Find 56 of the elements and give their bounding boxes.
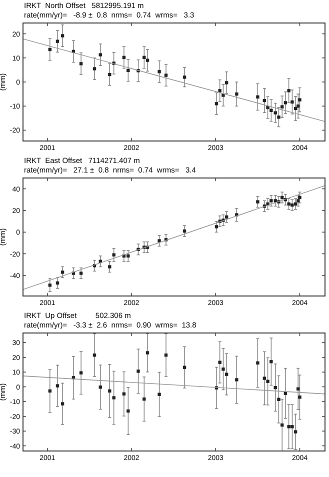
point [256,95,260,99]
point [262,376,266,380]
point [60,270,64,274]
point [290,425,294,428]
point [218,89,222,92]
point [214,225,218,228]
point [218,360,222,364]
point [126,68,130,72]
point [287,89,290,92]
point [222,368,225,371]
point [256,200,260,204]
point [270,360,273,364]
point [126,254,130,258]
point [108,265,112,268]
point [235,378,238,382]
point [146,351,150,354]
point [79,272,83,275]
point [214,102,218,106]
point [92,67,96,70]
point [56,40,60,43]
point [79,62,83,66]
point [79,371,83,374]
point [48,284,52,287]
point [287,425,290,428]
point [158,70,161,74]
point [98,53,102,56]
point [274,199,277,202]
point [224,81,228,84]
point [277,398,280,401]
point [224,372,228,376]
point [146,58,150,62]
point [266,380,270,383]
point [298,98,302,102]
point [164,74,168,77]
point [294,430,298,434]
point [158,392,161,396]
point [270,199,273,202]
point [56,384,60,388]
point [235,92,238,96]
point [287,202,290,206]
point [126,409,130,413]
point [284,101,288,104]
point [182,76,186,79]
point [290,203,294,207]
point [60,402,64,406]
point [266,106,270,110]
point [256,361,260,365]
point [60,34,64,38]
point [298,396,302,399]
point [274,111,277,114]
point [277,116,280,119]
point [280,105,284,108]
point [136,370,140,373]
point [270,108,273,112]
point [290,100,294,104]
point [112,396,116,400]
